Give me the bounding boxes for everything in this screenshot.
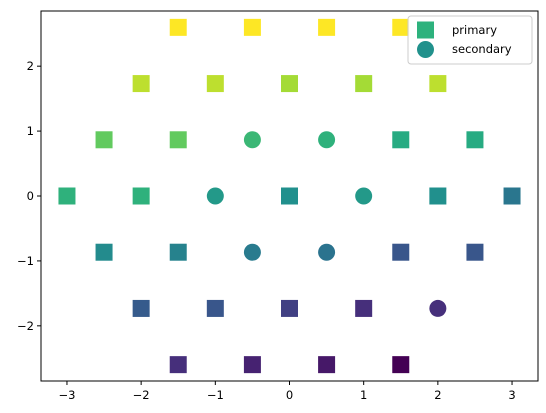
primary-point-5 bbox=[206, 75, 224, 93]
plot-area bbox=[58, 18, 521, 374]
x-tick-label: 0 bbox=[286, 388, 293, 402]
primary-point-22 bbox=[132, 299, 150, 317]
primary-point-3 bbox=[392, 18, 410, 36]
primary-point-11 bbox=[392, 131, 410, 149]
primary-point-28 bbox=[318, 356, 336, 374]
primary-point-4 bbox=[132, 75, 150, 93]
x-tick-label: −1 bbox=[207, 388, 224, 402]
primary-point-21 bbox=[466, 243, 484, 261]
x-tick-label: −3 bbox=[58, 388, 75, 402]
primary-point-1 bbox=[243, 18, 261, 36]
y-tick-label: 1 bbox=[27, 124, 34, 138]
primary-point-29 bbox=[392, 356, 410, 374]
primary-point-16 bbox=[429, 187, 447, 205]
primary-point-6 bbox=[281, 75, 298, 93]
y-axis: −2 −1 0 1 2 bbox=[17, 59, 41, 333]
legend: primary secondary bbox=[407, 15, 533, 65]
secondary-point-1 bbox=[318, 131, 336, 149]
x-tick-label: 1 bbox=[360, 388, 367, 402]
secondary-point-4 bbox=[243, 243, 261, 261]
primary-point-19 bbox=[169, 243, 187, 261]
y-tick-label: 0 bbox=[27, 189, 34, 203]
x-tick-label: −2 bbox=[133, 388, 150, 402]
primary-point-18 bbox=[95, 243, 113, 261]
y-tick-label: 2 bbox=[27, 59, 34, 73]
plot-frame bbox=[40, 10, 539, 382]
primary-point-27 bbox=[243, 356, 261, 374]
secondary-point-5 bbox=[318, 243, 336, 261]
primary-point-7 bbox=[355, 75, 373, 93]
primary-point-20 bbox=[392, 243, 410, 261]
primary-point-8 bbox=[429, 75, 447, 93]
secondary-point-6 bbox=[429, 299, 447, 317]
primary-point-0 bbox=[169, 18, 187, 36]
secondary-point-2 bbox=[206, 187, 224, 205]
primary-point-9 bbox=[95, 131, 113, 149]
primary-point-14 bbox=[132, 187, 150, 205]
x-axis: −3 −2 −1 0 1 2 3 bbox=[58, 381, 516, 402]
y-tick-label: −1 bbox=[17, 254, 34, 268]
legend-marker-secondary bbox=[417, 41, 434, 58]
primary-point-15 bbox=[281, 187, 298, 205]
primary-point-13 bbox=[58, 187, 76, 205]
primary-point-25 bbox=[355, 299, 373, 317]
primary-point-12 bbox=[466, 131, 484, 149]
x-tick-label: 3 bbox=[508, 388, 515, 402]
x-tick-label: 2 bbox=[434, 388, 441, 402]
legend-label-secondary: secondary bbox=[452, 42, 512, 56]
primary-point-17 bbox=[503, 187, 521, 205]
legend-box bbox=[407, 15, 533, 65]
secondary-point-0 bbox=[243, 131, 261, 149]
primary-point-26 bbox=[169, 356, 187, 374]
y-tick-label: −2 bbox=[17, 319, 34, 333]
primary-point-2 bbox=[318, 18, 336, 36]
primary-point-10 bbox=[169, 131, 187, 149]
legend-label-primary: primary bbox=[452, 23, 497, 37]
primary-point-23 bbox=[206, 299, 224, 317]
primary-point-24 bbox=[281, 299, 298, 317]
secondary-point-3 bbox=[355, 187, 373, 205]
legend-marker-primary bbox=[417, 21, 434, 39]
